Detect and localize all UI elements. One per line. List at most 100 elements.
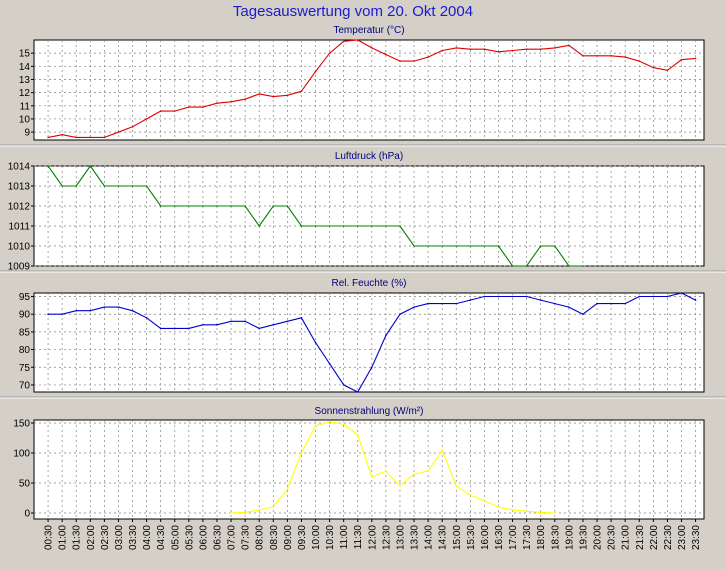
data-point bbox=[441, 245, 443, 247]
x-tick-label: 18:00 bbox=[536, 525, 547, 550]
data-point bbox=[216, 205, 218, 207]
data-point bbox=[469, 48, 472, 51]
x-tick-label: 01:00 bbox=[58, 525, 69, 550]
plot-area bbox=[33, 292, 705, 393]
x-tick-label: 22:00 bbox=[649, 525, 660, 550]
data-point bbox=[272, 95, 275, 98]
data-point bbox=[131, 309, 134, 312]
data-point bbox=[469, 494, 472, 496]
data-point bbox=[539, 48, 542, 51]
data-point bbox=[342, 384, 345, 386]
data-point bbox=[441, 449, 443, 451]
data-point bbox=[455, 302, 458, 305]
data-point bbox=[173, 205, 176, 207]
x-tick-label: 23:00 bbox=[677, 525, 688, 550]
data-point bbox=[103, 136, 106, 139]
data-point bbox=[159, 205, 162, 207]
data-point bbox=[483, 245, 486, 247]
data-point bbox=[371, 366, 373, 369]
data-point bbox=[244, 98, 246, 101]
data-point bbox=[582, 313, 584, 316]
data-point bbox=[314, 425, 317, 427]
x-tick-label: 07:30 bbox=[241, 525, 252, 550]
data-point bbox=[328, 362, 331, 365]
y-tick-label: 10 bbox=[19, 114, 31, 125]
data-point bbox=[230, 101, 232, 103]
data-point bbox=[159, 327, 162, 330]
x-tick-label: 11:00 bbox=[339, 525, 350, 550]
x-tick-label: 18:30 bbox=[550, 525, 561, 550]
data-point bbox=[539, 245, 542, 247]
data-point bbox=[680, 292, 683, 294]
data-point bbox=[272, 324, 275, 326]
page-title: Tagesauswertung vom 20. Okt 2004 bbox=[233, 3, 473, 20]
data-point bbox=[427, 245, 429, 247]
data-point bbox=[624, 302, 626, 305]
data-point bbox=[75, 309, 78, 312]
data-point bbox=[244, 511, 246, 514]
data-point bbox=[413, 306, 415, 308]
data-point bbox=[145, 118, 148, 120]
data-point bbox=[244, 320, 246, 323]
x-tick-label: 16:00 bbox=[480, 525, 491, 550]
x-tick-label: 12:30 bbox=[381, 525, 392, 550]
data-point bbox=[511, 295, 514, 298]
data-point bbox=[75, 185, 78, 187]
data-point bbox=[427, 470, 429, 472]
data-point bbox=[413, 245, 415, 247]
x-tick-label: 20:00 bbox=[593, 525, 604, 550]
data-point bbox=[342, 423, 345, 426]
data-point bbox=[539, 299, 542, 301]
data-point bbox=[399, 225, 401, 227]
y-tick-label: 0 bbox=[24, 509, 30, 520]
data-point bbox=[483, 48, 486, 51]
data-point bbox=[497, 506, 500, 508]
data-point bbox=[427, 56, 429, 58]
y-tick-label: 1012 bbox=[8, 202, 31, 213]
data-point bbox=[356, 225, 359, 227]
data-point bbox=[610, 54, 612, 57]
data-point bbox=[356, 434, 359, 436]
data-point bbox=[399, 485, 401, 487]
data-point bbox=[300, 316, 303, 319]
data-point bbox=[61, 185, 63, 187]
data-point bbox=[117, 131, 120, 133]
chart-panel-1: Temperatur (°C) 9 10 11 12 13 14 15 bbox=[19, 25, 705, 141]
data-point bbox=[596, 54, 598, 57]
x-tick-label: 01:30 bbox=[72, 525, 83, 550]
data-point bbox=[413, 473, 415, 475]
data-point bbox=[539, 511, 542, 514]
x-tick-label: 09:30 bbox=[297, 525, 308, 550]
data-point bbox=[272, 205, 275, 207]
y-tick-label: 1009 bbox=[8, 262, 31, 273]
x-tick-label: 06:00 bbox=[198, 525, 209, 550]
data-point bbox=[89, 165, 92, 167]
data-point bbox=[244, 205, 246, 207]
data-point bbox=[159, 110, 162, 112]
y-tick-label: 50 bbox=[19, 479, 31, 490]
x-tick-label: 06:30 bbox=[212, 525, 223, 550]
data-point bbox=[61, 313, 63, 316]
data-point bbox=[286, 488, 289, 490]
x-tick-label: 14:30 bbox=[438, 525, 449, 550]
data-point bbox=[483, 295, 486, 298]
y-tick-label: 70 bbox=[19, 380, 31, 391]
data-point bbox=[300, 452, 303, 454]
data-point bbox=[680, 58, 683, 61]
panel-title: Sonnenstrahlung (W/m²) bbox=[315, 406, 424, 417]
y-tick-label: 9 bbox=[24, 128, 30, 139]
chart-panel-2: Luftdruck (hPa) 1009 1010 1011 1012 1013 1014 bbox=[8, 151, 705, 273]
data-point bbox=[258, 509, 261, 511]
y-tick-label: 90 bbox=[19, 310, 31, 321]
data-point bbox=[568, 306, 570, 308]
data-point bbox=[385, 225, 387, 227]
data-point bbox=[145, 316, 148, 319]
plot-area bbox=[33, 165, 705, 267]
y-tick-label: 100 bbox=[13, 449, 30, 460]
data-point bbox=[300, 225, 303, 227]
x-tick-label: 16:30 bbox=[494, 525, 505, 550]
data-point bbox=[483, 500, 486, 502]
y-tick-label: 1010 bbox=[8, 242, 31, 253]
data-point bbox=[666, 69, 669, 72]
data-point bbox=[131, 126, 134, 128]
